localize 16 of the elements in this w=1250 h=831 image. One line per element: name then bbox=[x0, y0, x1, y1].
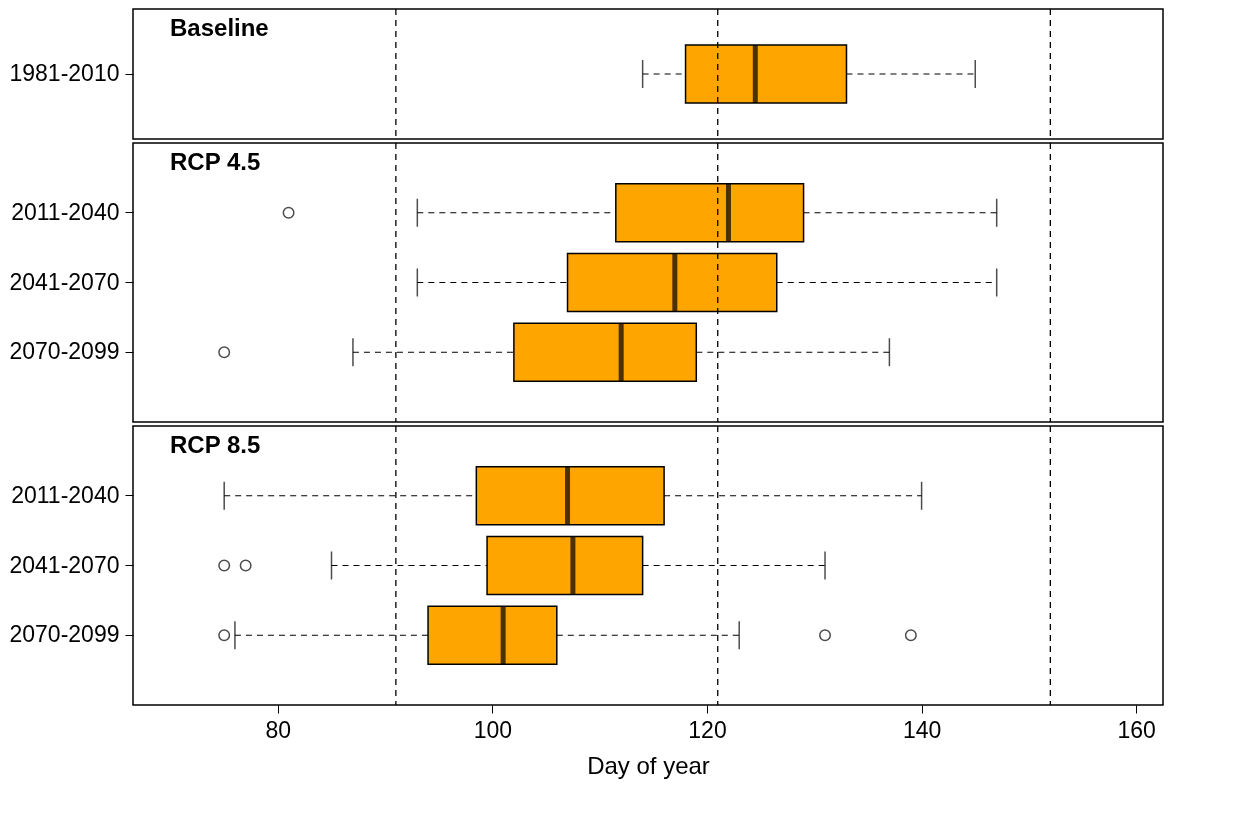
y-tick-label: 2041-2070 bbox=[9, 551, 120, 578]
y-tick-label: 2070-2099 bbox=[9, 621, 120, 648]
chart-title: RCP 8.5 bbox=[170, 431, 261, 458]
x-tick-label: 160 bbox=[1117, 716, 1156, 743]
y-tick-label: 2041-2070 bbox=[9, 268, 120, 295]
x-tick-label: 80 bbox=[265, 716, 292, 743]
x-tick-label: 100 bbox=[473, 716, 513, 743]
x-tick-label: 120 bbox=[688, 716, 727, 743]
y-tick-label: 1981-2010 bbox=[9, 60, 120, 86]
x-axis-title: Day of year bbox=[587, 751, 710, 779]
y-tick-label: 2011-2040 bbox=[11, 481, 120, 508]
chart-title: RCP 4.5 bbox=[170, 148, 261, 175]
y-tick-label: 2070-2099 bbox=[9, 338, 120, 365]
x-tick-label: 140 bbox=[902, 716, 942, 743]
chart-title: Baseline bbox=[170, 14, 269, 41]
y-tick-label: 2011-2040 bbox=[11, 198, 120, 225]
